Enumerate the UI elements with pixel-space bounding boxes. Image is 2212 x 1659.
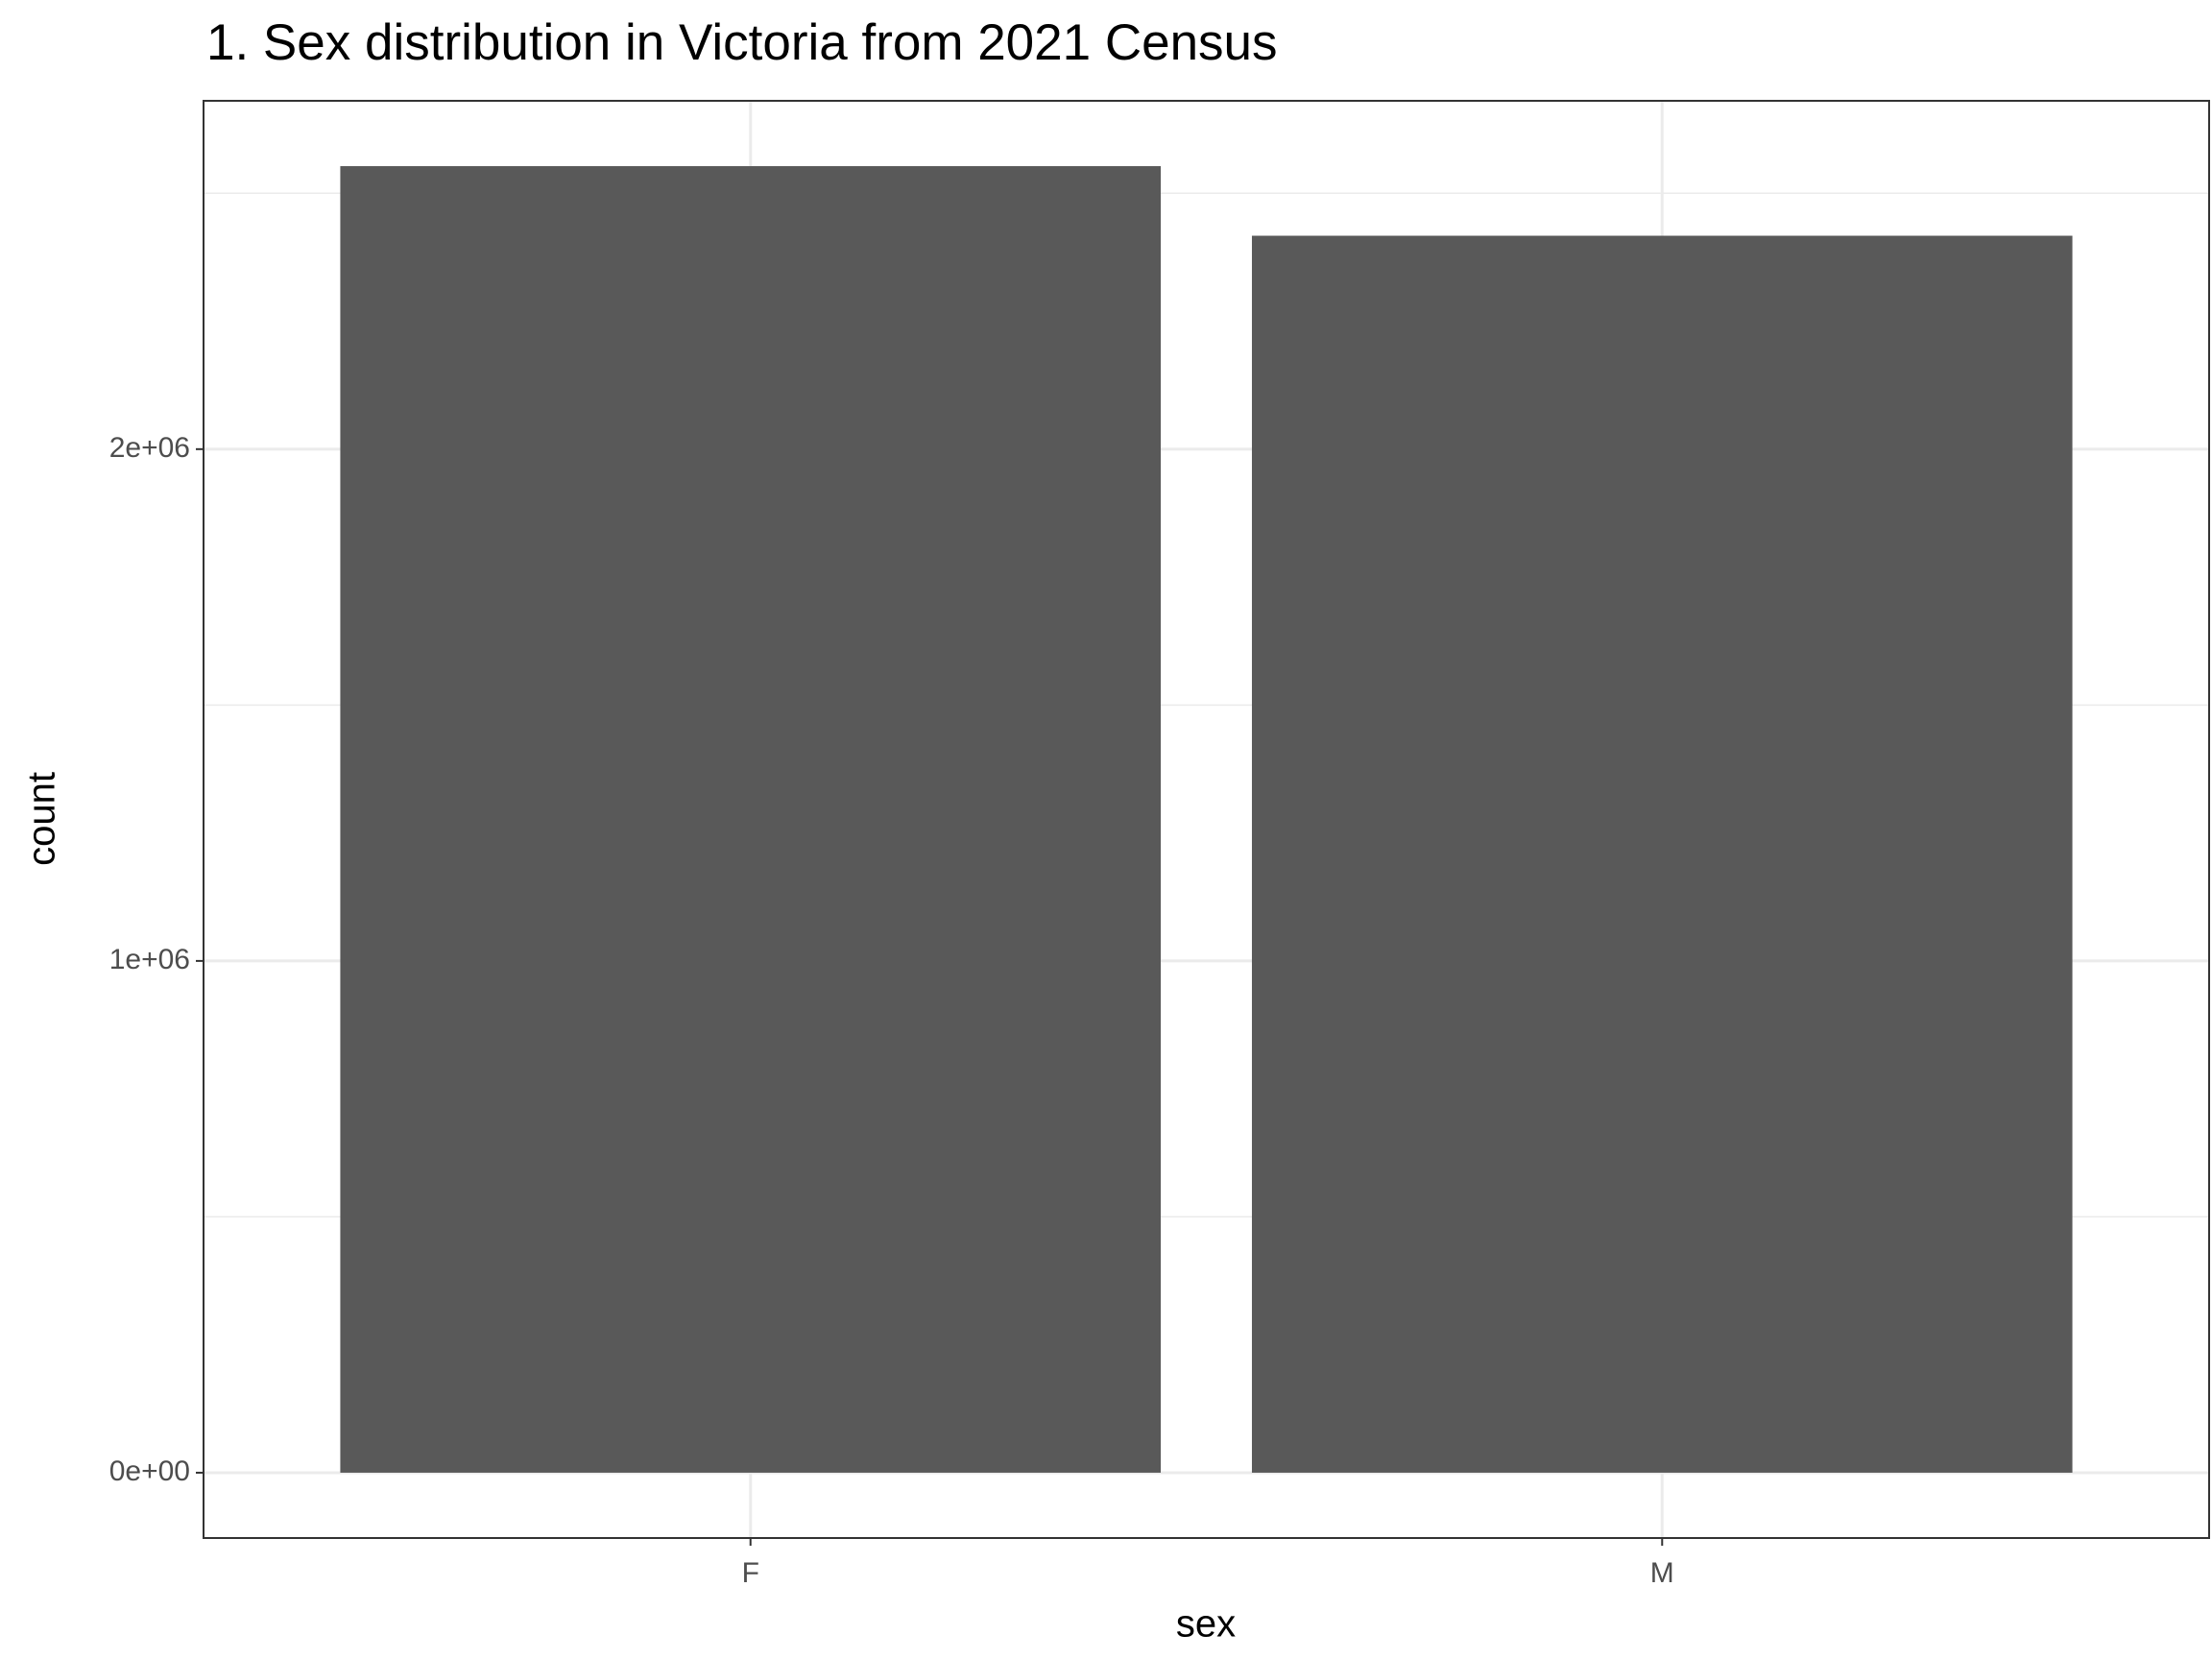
x-axis-title: sex — [1176, 1603, 1236, 1646]
y-tick-label: 2e+06 — [109, 432, 190, 464]
y-axis-title: count — [21, 772, 63, 866]
chart-title: 1. Sex distribution in Victoria from 202… — [206, 14, 1278, 71]
x-tick-label: M — [1650, 1557, 1674, 1589]
x-tick-label: F — [742, 1557, 759, 1589]
y-tick-label: 0e+00 — [109, 1455, 190, 1487]
bar — [1251, 235, 2073, 1473]
panel-border — [203, 100, 2210, 1539]
y-tick-label: 1e+06 — [109, 944, 190, 975]
bar — [340, 166, 1162, 1473]
